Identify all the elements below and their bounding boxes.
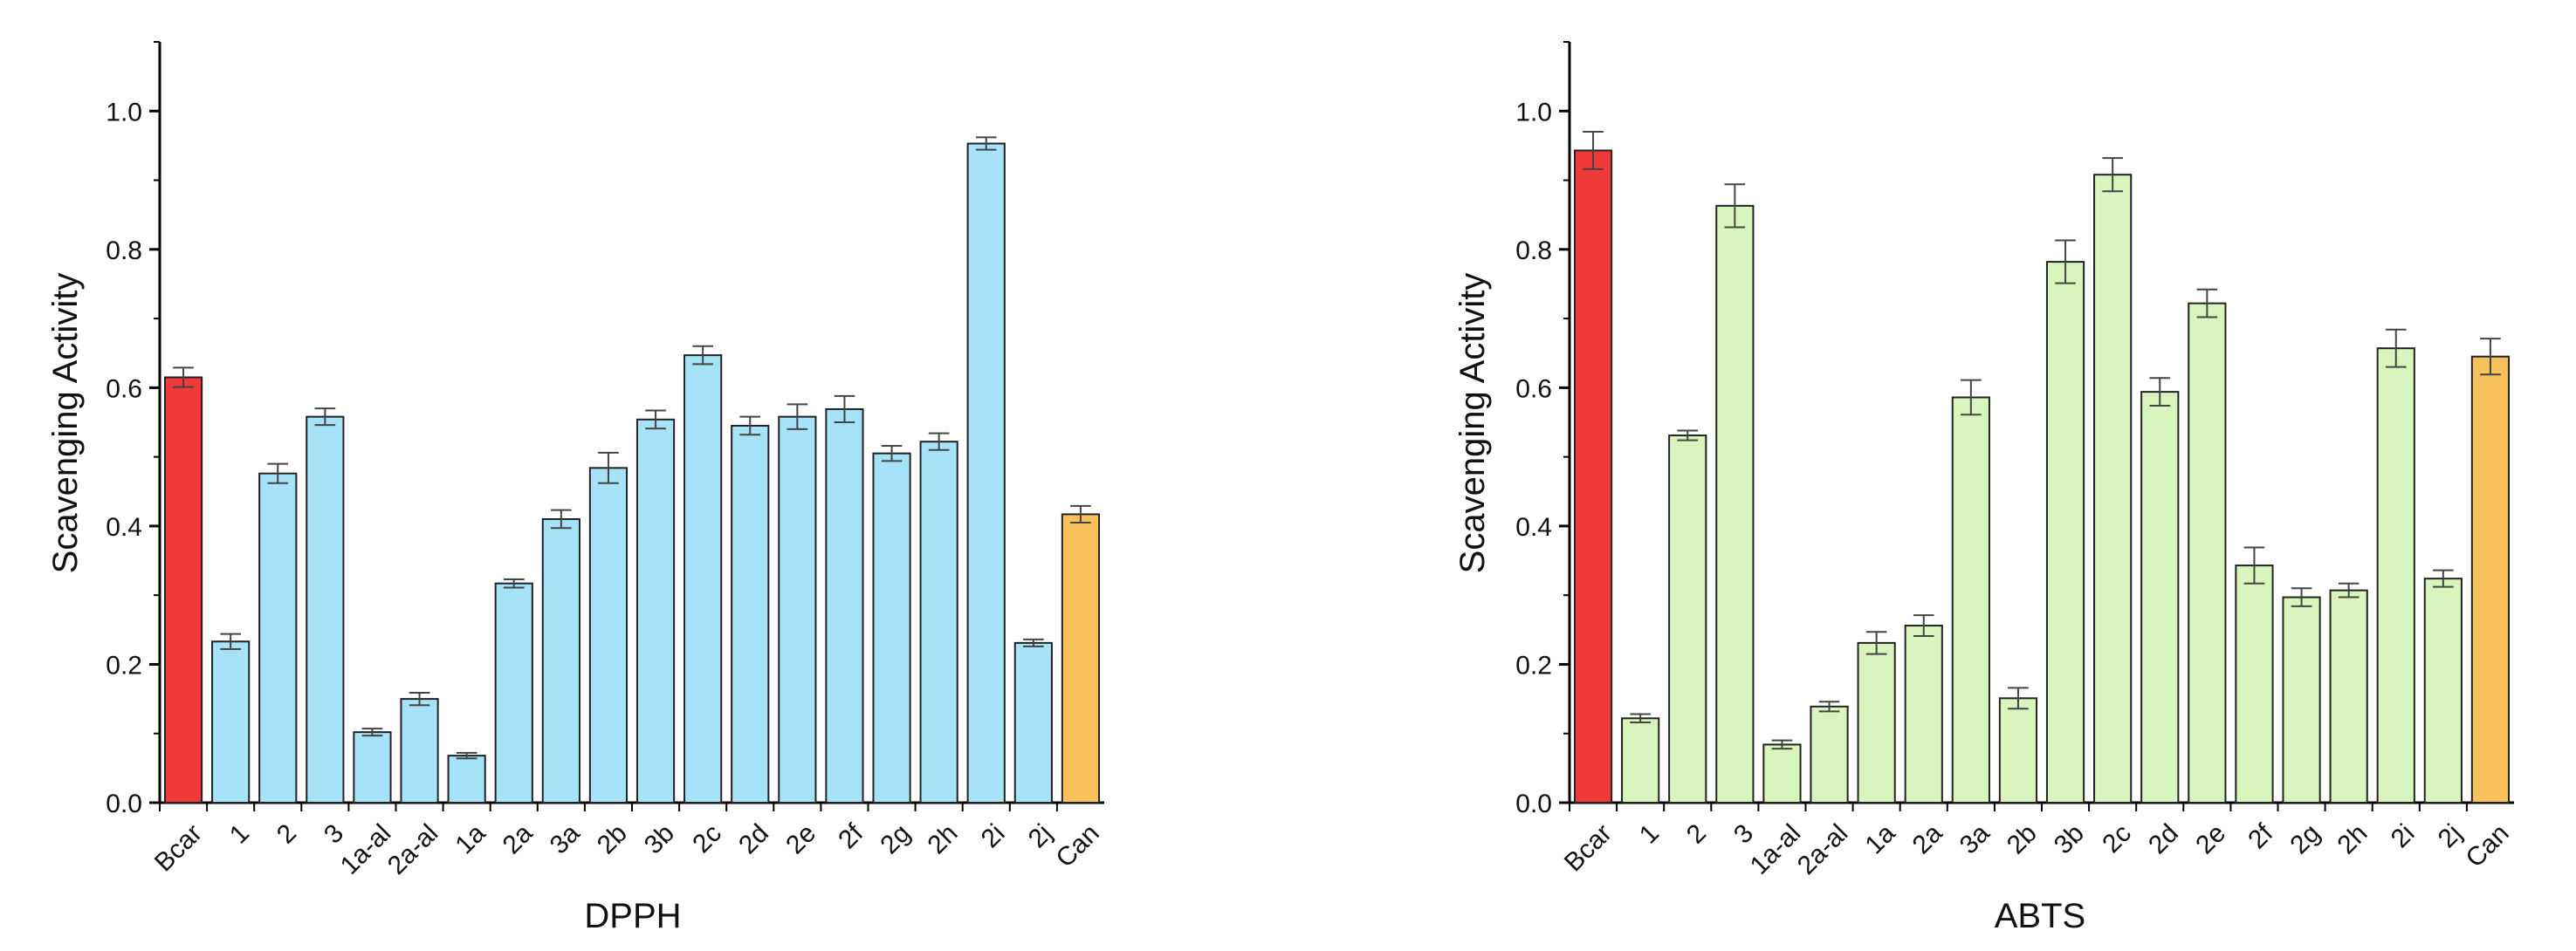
dpph-x-tick-label-2j: 2j — [1023, 818, 1058, 853]
dpph-bar-3a — [541, 517, 580, 804]
abts-x-tick-label-2d: 2d — [2143, 818, 2184, 859]
dpph-y-tick-label: 0.2 — [106, 651, 142, 680]
dpph-y-tick-label: 0.4 — [106, 513, 142, 542]
abts-x-tick-label-2f: 2f — [2243, 818, 2278, 854]
dpph-x-tick-label-3b: 3b — [639, 818, 680, 859]
dpph-bar-2f — [825, 407, 864, 804]
abts-bar-2i — [2376, 347, 2415, 804]
dpph-x-tick-label-2g: 2g — [875, 818, 916, 859]
dpph-x-axis-title: DPPH — [584, 897, 681, 935]
abts-bar-2e — [2188, 302, 2227, 804]
abts-y-tick-label: 0.6 — [1515, 374, 1552, 403]
abts-x-tick-label-2: 2 — [1681, 818, 1712, 849]
abts-bar-3 — [1715, 204, 1755, 804]
abts-bar-2 — [1668, 434, 1707, 804]
abts-x-tick-label-2a-al: 2a-al — [1792, 818, 1854, 880]
dpph-bar-2i — [966, 142, 1006, 804]
abts-x-axis-title: ABTS — [1995, 897, 2085, 935]
dpph-x-tick-label-2c: 2c — [687, 818, 727, 859]
dpph-bar-2g — [872, 452, 911, 804]
abts-y-tick-label: 0.4 — [1515, 513, 1552, 542]
abts-bar-3b — [2045, 261, 2085, 804]
abts-x-tick-label-3a: 3a — [1954, 818, 1996, 859]
abts-bar-1a — [1857, 641, 1896, 804]
dpph-bar-2b — [588, 467, 629, 804]
abts-bar-2g — [2282, 596, 2321, 804]
abts-x-tick-label-Can: Can — [2460, 818, 2514, 872]
abts-bar-2h — [2329, 589, 2368, 804]
dpph-bar-1a-al — [353, 731, 392, 804]
dpph-bar-3 — [306, 415, 345, 804]
dpph-bar-2a-al — [400, 698, 439, 804]
dpph-x-tick-label-2f: 2f — [833, 818, 869, 854]
dpph-x-tick-label-2a: 2a — [498, 818, 539, 859]
abts-x-tick-label-2g: 2g — [2284, 818, 2325, 859]
abts-bar-Bcar — [1573, 149, 1613, 804]
abts-y-axis-title: Scavenging Activity — [1453, 273, 1492, 574]
dpph-bar-2c — [683, 354, 723, 804]
abts-x-tick-label-2b: 2b — [2002, 818, 2043, 859]
abts-y-tick-label: 0.2 — [1515, 651, 1552, 680]
dpph-x-tick-label-1a-al: 1a-al — [335, 818, 397, 880]
dpph-x-tick-label-2i: 2i — [976, 818, 1011, 853]
abts-bar-2d — [2140, 391, 2180, 804]
abts-y-tick-label: 1.0 — [1515, 98, 1552, 127]
abts-x-tick-label-2a: 2a — [1907, 818, 1948, 859]
abts-bar-Can — [2470, 355, 2511, 804]
dpph-bar-2j — [1013, 641, 1053, 804]
dpph-bar-1a — [447, 755, 486, 804]
abts-bar-1a-al — [1762, 743, 1802, 804]
dpph-x-tick-label-2b: 2b — [592, 818, 633, 859]
abts-bar-2b — [1998, 697, 2038, 804]
abts-x-tick-label-Bcar: Bcar — [1559, 818, 1618, 877]
abts-bar-2j — [2423, 578, 2463, 804]
abts-y-tick-label: 0.8 — [1515, 236, 1552, 265]
abts-x-tick-label-1a-al: 1a-al — [1745, 818, 1807, 880]
dpph-chart: Scavenging Activity DPPH 0.0 0.2 0.4 0.6 0.8… — [46, 41, 1105, 935]
abts-chart: Scavenging Activity ABTS 0.0 0.2 0.4 0.6 0.8… — [1453, 41, 2515, 935]
dpph-bar-2e — [778, 415, 817, 804]
dpph-bar-2 — [258, 472, 298, 804]
abts-x-tick-label-3: 3 — [1728, 818, 1759, 849]
dpph-bar-2d — [731, 424, 770, 804]
abts-x-tick-label-1a: 1a — [1860, 818, 1901, 859]
dpph-x-tick-label-2d: 2d — [733, 818, 774, 859]
abts-x-tick-label-2i: 2i — [2386, 818, 2421, 853]
dpph-bar-2a — [494, 582, 533, 804]
abts-x-tick-label-2c: 2c — [2097, 818, 2137, 859]
abts-y-tick-label: 0.0 — [1515, 790, 1552, 818]
dpph-bar-2h — [919, 441, 958, 804]
dpph-x-tick-label-2: 2 — [271, 818, 302, 849]
dpph-x-tick-label-2a-al: 2a-al — [382, 818, 444, 880]
dpph-y-tick-label: 1.0 — [106, 98, 142, 127]
dpph-bar-1 — [211, 640, 251, 804]
abts-x-tick-label-1: 1 — [1634, 818, 1665, 849]
dpph-bar-Bcar — [163, 376, 203, 804]
dpph-y-tick-label: 0.0 — [106, 790, 142, 818]
dpph-y-tick-label: 0.6 — [106, 374, 142, 403]
abts-bar-2a — [1904, 625, 1943, 804]
abts-x-tick-label-3b: 3b — [2049, 818, 2090, 859]
abts-bar-2a-al — [1810, 705, 1849, 804]
abts-x-tick-label-2j: 2j — [2433, 818, 2468, 853]
dpph-x-tick-label-1a: 1a — [450, 818, 491, 859]
dpph-bar-3b — [635, 418, 676, 804]
abts-bar-1 — [1621, 717, 1660, 804]
dpph-y-tick-label: 0.8 — [106, 236, 142, 265]
dpph-x-tick-label-1: 1 — [224, 818, 255, 849]
dpph-x-tick-label-2h: 2h — [923, 818, 964, 859]
abts-bar-2f — [2235, 564, 2274, 804]
dpph-bar-Can — [1061, 513, 1101, 804]
dpph-x-tick-label-Bcar: Bcar — [149, 818, 208, 877]
dpph-x-tick-label-3: 3 — [319, 818, 349, 849]
abts-x-tick-label-2e: 2e — [2190, 818, 2231, 859]
dpph-x-tick-label-2e: 2e — [780, 818, 821, 859]
dpph-y-axis-title: Scavenging Activity — [46, 273, 85, 574]
abts-bar-2c — [2093, 174, 2133, 804]
dpph-x-tick-label-Can: Can — [1050, 818, 1104, 872]
abts-x-tick-label-2h: 2h — [2332, 818, 2373, 859]
abts-bar-3a — [1951, 396, 1990, 804]
dpph-x-tick-label-3a: 3a — [545, 818, 586, 859]
